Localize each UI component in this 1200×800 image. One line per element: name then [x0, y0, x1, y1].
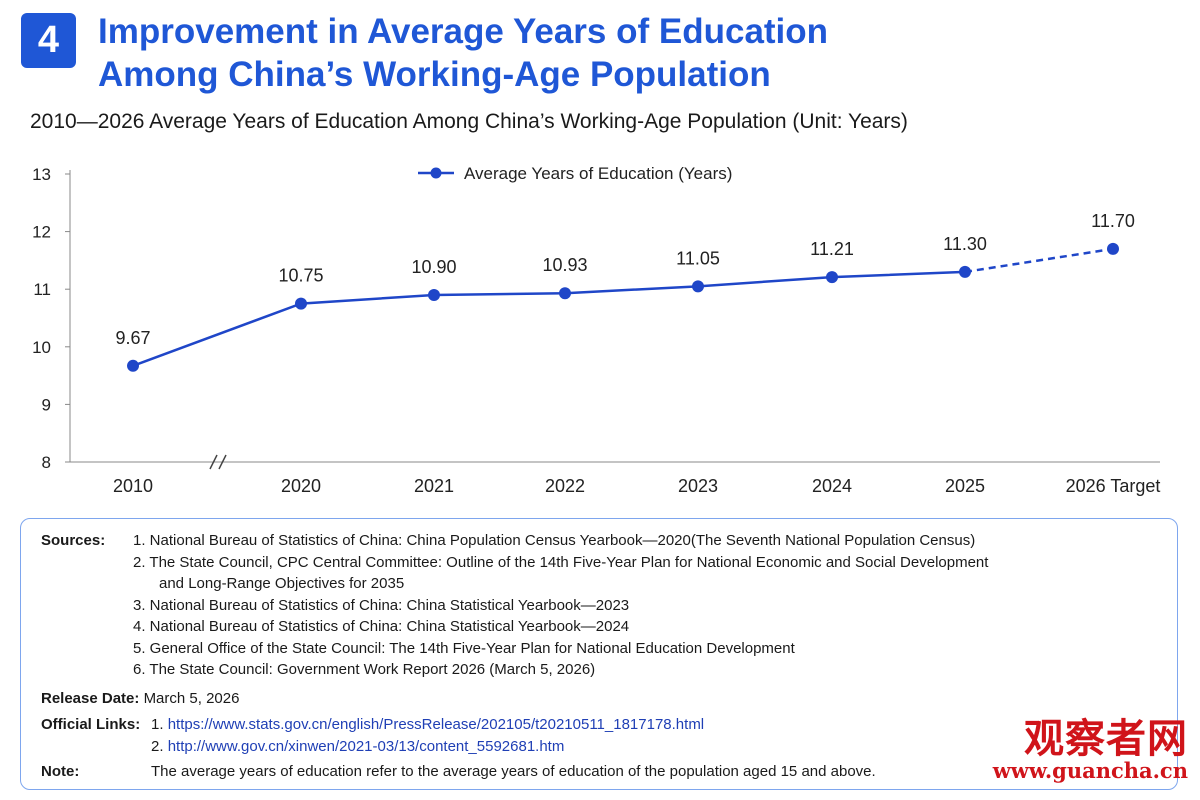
data-point: [826, 271, 838, 284]
data-point: [127, 359, 139, 372]
section-number-badge: 4: [21, 13, 76, 68]
data-label: 11.21: [810, 239, 854, 259]
official-link-item: 1. https://www.stats.gov.cn/english/Pres…: [151, 714, 704, 736]
title-line-1: Improvement in Average Years of Educatio…: [98, 12, 829, 51]
series-line: [132, 270, 966, 367]
official-link[interactable]: https://www.stats.gov.cn/english/PressRe…: [167, 716, 705, 733]
series-line-projected: [964, 247, 1114, 274]
y-tick-label: 10: [32, 338, 51, 357]
sources-list: 1. National Bureau of Statistics of Chin…: [133, 530, 988, 681]
x-tick-label: 2025: [945, 476, 985, 496]
y-tick-label: 9: [42, 395, 51, 414]
guancha-watermark: 观察者网 www.guancha.cn: [988, 718, 1188, 782]
title-line-2: Among China’s Working-Age Population: [98, 55, 771, 94]
release-row: Release Date: March 5, 2026: [41, 688, 239, 710]
data-label: 10.75: [278, 266, 323, 286]
official-link[interactable]: http://www.gov.cn/xinwen/2021-03/13/cont…: [167, 737, 565, 755]
sources-panel: Sources: 1. National Bureau of Statistic…: [20, 518, 1178, 790]
data-point: [692, 280, 704, 293]
source-item: 4. National Bureau of Statistics of Chin…: [133, 618, 630, 635]
x-tick-label: 2021: [414, 476, 454, 496]
x-tick-label: 2022: [545, 476, 585, 496]
y-tick-label: 8: [42, 453, 51, 472]
sources-label: Sources:: [41, 532, 106, 549]
official-link-item: 2. http://www.gov.cn/xinwen/2021-03/13/c…: [151, 736, 704, 758]
source-item: 3. National Bureau of Statistics of Chin…: [133, 596, 630, 614]
links-label: Official Links:: [41, 716, 141, 733]
legend-label: Average Years of Education (Years): [464, 164, 732, 183]
data-label: 10.90: [411, 257, 456, 277]
release-label: Release Date:: [41, 690, 140, 707]
watermark-url: www.guancha.cn: [992, 758, 1188, 783]
note-text: The average years of education refer to …: [151, 763, 876, 780]
source-item: 1. National Bureau of Statistics of Chin…: [133, 532, 976, 549]
data-label: 11.05: [676, 248, 720, 268]
source-item: 6. The State Council: Government Work Re…: [133, 661, 596, 678]
data-point: [1107, 242, 1119, 255]
watermark-chinese: 观察者网: [1024, 717, 1188, 761]
links-row: Official Links:: [41, 714, 140, 736]
sources-row: Sources:: [41, 530, 105, 552]
x-tick-label: 2023: [678, 476, 718, 496]
note-row: Note: The average years of education ref…: [41, 761, 1141, 783]
release-date: March 5, 2026: [143, 690, 240, 707]
x-tick-label: 2026 Target: [1066, 476, 1161, 496]
axis-break-mark: [209, 454, 218, 470]
data-point: [428, 288, 440, 301]
data-point: [959, 265, 971, 278]
link-number: 2.: [151, 737, 168, 755]
line-chart: 8 9 10 11 12 13 2010 2020 2021 2022 2023 2024 2025 20…: [32, 164, 1161, 496]
source-item-continuation: and Long-Range Objectives for 2035: [159, 575, 405, 592]
data-point: [559, 287, 571, 300]
source-item: 5. General Office of the State Council: …: [133, 639, 795, 657]
y-tick-label: 12: [32, 223, 51, 242]
chart-subtitle: 2010—2026 Average Years of Education Amo…: [30, 110, 908, 133]
data-label: 11.30: [943, 234, 987, 254]
note-label: Note:: [41, 763, 80, 780]
axis-break-mark: [218, 454, 227, 470]
x-tick-label: 2024: [812, 476, 852, 496]
data-label: 9.67: [115, 328, 150, 348]
y-tick-label: 11: [33, 280, 51, 299]
y-tick-label: 13: [32, 165, 51, 184]
links-list: 1. https://www.stats.gov.cn/english/Pres…: [151, 714, 704, 757]
x-tick-label: 2010: [113, 476, 153, 496]
legend-marker: [430, 167, 442, 179]
data-point: [295, 297, 307, 310]
link-number: 1.: [151, 716, 168, 733]
page-title: Improvement in Average Years of Educatio…: [98, 10, 998, 96]
x-tick-label: 2020: [281, 476, 321, 496]
data-label: 10.93: [542, 255, 587, 275]
data-label: 11.70: [1091, 211, 1135, 231]
source-item: 2. The State Council, CPC Central Commit…: [133, 553, 989, 571]
